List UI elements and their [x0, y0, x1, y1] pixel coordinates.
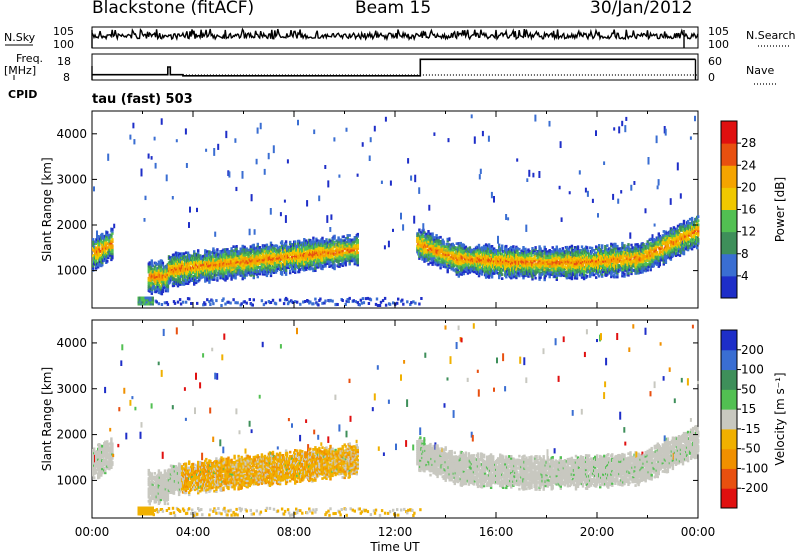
- velocity-colorbar-swatch-7: [721, 349, 737, 371]
- time-tick-label-6: 00:00: [681, 525, 716, 539]
- power-colorbar-tick-label-1: 8: [741, 247, 749, 261]
- time-tick-label-2: 08:00: [277, 525, 312, 539]
- velocity-colorbar-swatch-2: [721, 448, 737, 469]
- power-colorbar-swatch-3: [721, 209, 737, 233]
- power-colorbar-label: Power [dB]: [773, 177, 787, 242]
- velocity-colorbar-tick-label-3: -15: [741, 422, 761, 436]
- date-title: 30/Jan/2012: [590, 0, 693, 18]
- freq-label: Freq.: [16, 52, 44, 65]
- power-colorbar-tick-label-2: 12: [741, 225, 756, 239]
- time-tick-label-5: 20:00: [580, 525, 615, 539]
- power-colorbar-swatch-1: [721, 253, 737, 277]
- power-colorbar-tick-label-6: 28: [741, 136, 756, 150]
- noise-right-tick-bottom: 100: [708, 38, 729, 51]
- noise-left-tick-bottom: 100: [53, 38, 74, 51]
- velocity-panel-ylabel: Slant Range [km]: [40, 367, 54, 471]
- freq-right-tick-bottom: 0: [708, 71, 715, 84]
- power-panel-ytick-label-3: 4000: [56, 127, 87, 141]
- power-colorbar-swatch-2: [721, 231, 737, 255]
- freq-unit-label: [MHz]: [4, 64, 37, 77]
- power-colorbar-swatch-5: [721, 165, 737, 188]
- velocity-colorbar-tick-label-0: -200: [741, 481, 768, 495]
- power-colorbar-swatch-6: [721, 143, 737, 166]
- velocity-colorbar-swatch-0: [721, 488, 737, 509]
- velocity-colorbar-swatch-8: [721, 330, 737, 351]
- velocity-colorbar-tick-label-2: -50: [741, 442, 761, 456]
- freq-left-tick-top: 18: [57, 55, 71, 68]
- velocity-colorbar-tick-label-6: 100: [741, 363, 764, 377]
- velocity-colorbar-tick-label-1: -100: [741, 461, 768, 475]
- velocity-panel-cells: [92, 323, 700, 517]
- time-tick-label-1: 04:00: [176, 525, 211, 539]
- power-colorbar-swatch-7: [721, 121, 737, 144]
- time-axis-label: Time UT: [369, 540, 420, 554]
- freq-series: [92, 58, 696, 77]
- nsearch-label: N.Search: [746, 29, 796, 42]
- power-panel-ytick-label-2: 3000: [56, 172, 87, 186]
- freq-left-tick-bottom: 8: [63, 71, 70, 84]
- cpid-label: CPID: [8, 88, 38, 101]
- noise-sky-series: [91, 27, 699, 42]
- nsky-label: N.Sky: [4, 31, 36, 44]
- velocity-colorbar-swatch-4: [721, 409, 737, 430]
- velocity-colorbar-swatch-3: [721, 428, 737, 450]
- velocity-panel-ytick-label-0: 1000: [56, 473, 87, 487]
- cpid-text: tau (fast) 503: [92, 92, 193, 107]
- noise-right-tick-top: 105: [708, 25, 729, 38]
- velocity-colorbar-frame: [720, 329, 738, 509]
- velocity-panel-ytick-label-3: 4000: [56, 336, 87, 350]
- velocity-colorbar-tick-label-5: 50: [741, 382, 756, 396]
- velocity-colorbar-swatch-5: [721, 389, 737, 410]
- noise-left-tick-top: 105: [53, 25, 74, 38]
- time-tick-label-0: 00:00: [75, 525, 110, 539]
- power-colorbar-tick-label-5: 24: [741, 158, 756, 172]
- station-title: Blackstone (fitACF): [92, 0, 255, 18]
- time-tick-label-3: 12:00: [378, 525, 413, 539]
- nave-label: Nave: [746, 64, 775, 77]
- velocity-colorbar-tick-label-4: 15: [741, 402, 756, 416]
- power-panel-ylabel: Slant Range [km]: [40, 157, 54, 261]
- velocity-panel-ytick-label-2: 3000: [56, 382, 87, 396]
- power-panel-ytick-label-1: 2000: [56, 218, 87, 232]
- power-colorbar-tick-label-3: 16: [741, 203, 756, 217]
- time-tick-label-4: 16:00: [479, 525, 514, 539]
- velocity-colorbar-tick-label-7: 200: [741, 343, 764, 357]
- power-panel-ytick-label-0: 1000: [56, 264, 87, 278]
- velocity-colorbar-swatch-1: [721, 468, 737, 489]
- beam-title: Beam 15: [355, 0, 432, 18]
- power-colorbar-swatch-0: [721, 275, 737, 299]
- freq-right-tick-top: 60: [708, 55, 722, 68]
- power-colorbar-tick-label-4: 20: [741, 180, 756, 194]
- velocity-colorbar-swatch-6: [721, 369, 737, 390]
- velocity-panel-ytick-label-1: 2000: [56, 428, 87, 442]
- power-colorbar-tick-label-0: 4: [741, 269, 749, 283]
- velocity-colorbar-label: Velocity [m s⁻¹]: [773, 372, 787, 465]
- power-panel-cells: [92, 114, 700, 307]
- power-colorbar-swatch-4: [721, 187, 737, 210]
